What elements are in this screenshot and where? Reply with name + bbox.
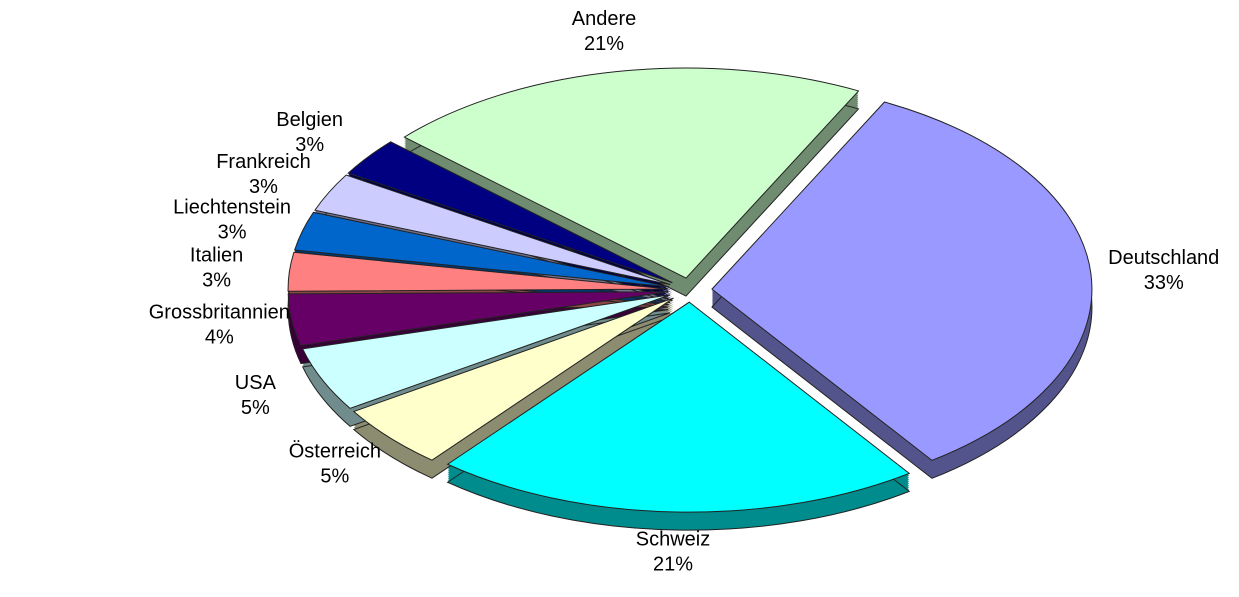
slice-side-edge bbox=[352, 315, 674, 479]
slice bbox=[287, 251, 669, 292]
slice-value-label: 3% bbox=[249, 176, 278, 198]
slice-value-label: 21% bbox=[653, 554, 693, 576]
slice bbox=[287, 291, 669, 347]
slice-label: Deutschland bbox=[1108, 247, 1219, 269]
slice bbox=[314, 174, 671, 286]
slice bbox=[403, 67, 860, 279]
slice bbox=[352, 297, 674, 461]
slice-label: Frankreich bbox=[216, 151, 310, 173]
slice-value-label: 3% bbox=[202, 270, 231, 292]
slice bbox=[293, 211, 669, 288]
slice bbox=[711, 101, 1093, 461]
slice-value-label: 4% bbox=[205, 327, 234, 349]
slice bbox=[347, 141, 673, 284]
slice-label: Andere bbox=[572, 8, 637, 30]
slice-side-edge bbox=[301, 312, 671, 427]
slice-label: Österreich bbox=[289, 441, 381, 463]
slice-value-label: 21% bbox=[584, 33, 624, 55]
slice-value-label: 3% bbox=[295, 134, 324, 156]
slice-label: Belgien bbox=[276, 109, 343, 131]
slice bbox=[301, 294, 671, 409]
slice-value-label: 33% bbox=[1144, 272, 1184, 294]
slice-label: Italien bbox=[190, 245, 243, 267]
slice-label: Grossbritannien bbox=[149, 302, 290, 324]
slice-label: Liechtenstein bbox=[173, 197, 291, 219]
slice-side-edge bbox=[287, 309, 669, 365]
slice-value-label: 5% bbox=[320, 466, 349, 488]
slice-side-edge bbox=[446, 319, 911, 531]
slice-value-label: 5% bbox=[241, 397, 270, 419]
slice-label: Schweiz bbox=[636, 529, 710, 551]
slice-value-label: 3% bbox=[218, 222, 247, 244]
slice bbox=[446, 301, 911, 513]
slice-label: USA bbox=[235, 372, 277, 394]
